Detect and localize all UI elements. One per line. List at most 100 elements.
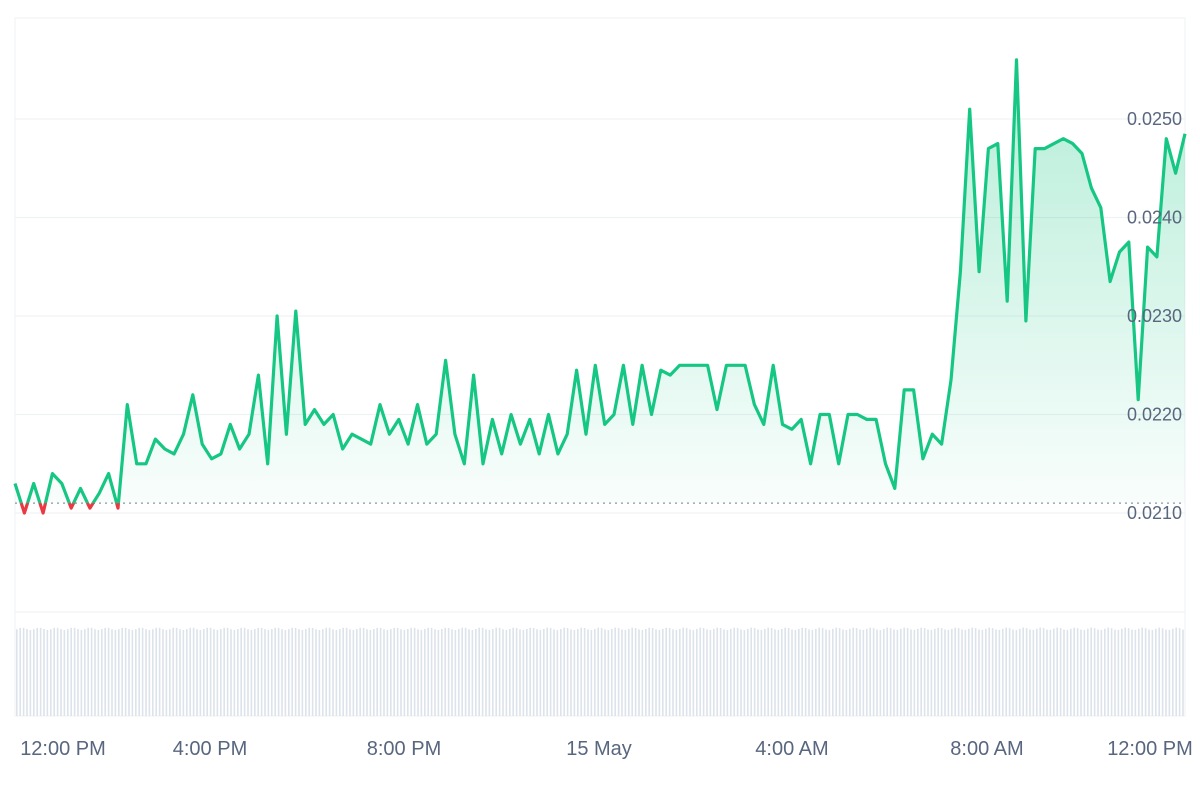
x-tick-label: 12:00 PM [20, 738, 106, 760]
volume-bar [56, 627, 59, 716]
volume-bar [107, 627, 110, 716]
volume-bar [604, 629, 606, 716]
volume-bar [84, 629, 86, 716]
volume-bar [247, 629, 249, 716]
price-point [1089, 186, 1093, 190]
price-point [69, 506, 73, 510]
price-point [331, 413, 335, 417]
volume-bar [764, 628, 766, 716]
volume-bar [192, 627, 195, 716]
x-tick-label: 15 May [566, 738, 632, 760]
price-point [135, 462, 139, 466]
price-point [22, 511, 26, 515]
volume-bar [730, 628, 732, 716]
volume-bar [1131, 629, 1133, 716]
volume-bar [532, 628, 535, 716]
price-point [50, 472, 54, 476]
volume-bar [50, 629, 52, 716]
volume-bar [1093, 628, 1096, 716]
volume-bar [879, 629, 882, 716]
volume-bar [944, 629, 946, 716]
volume-bar [770, 628, 773, 716]
volume-bar [753, 628, 756, 716]
price-point [593, 363, 597, 367]
price-point [706, 363, 710, 367]
price-point [172, 452, 176, 456]
volume-bar [22, 627, 25, 716]
volume-bar [206, 627, 208, 716]
volume-bar [621, 629, 623, 716]
volume-bar [379, 627, 382, 716]
volume-bar [328, 627, 331, 716]
volume-bar [1090, 627, 1092, 716]
volume-bar [611, 628, 613, 716]
volume-bar [216, 630, 219, 716]
volume-bar [607, 630, 610, 716]
volume-bar [1012, 629, 1014, 716]
volume-bar [560, 629, 562, 716]
price-point [912, 388, 916, 392]
volume-bar [1138, 628, 1140, 716]
volume-bar [672, 629, 674, 716]
price-point [303, 422, 307, 426]
volume-bar [794, 630, 797, 716]
volume-bar [1158, 627, 1160, 716]
price-point [668, 373, 672, 377]
price-point [884, 462, 888, 466]
volume-bar [859, 629, 861, 716]
price-point [1099, 206, 1103, 210]
price-point [949, 378, 953, 382]
volume-bar [430, 627, 433, 716]
volume-bar [1100, 629, 1103, 716]
volume-bar [1178, 628, 1181, 716]
volume-bar [1114, 629, 1116, 716]
volume-bar [175, 627, 178, 716]
volume-bar [594, 629, 596, 716]
price-point [97, 491, 101, 495]
volume-bar [203, 629, 205, 716]
volume-bar [243, 627, 246, 716]
price-point [1136, 398, 1140, 402]
volume-bar [1144, 628, 1147, 716]
volume-bar [692, 630, 695, 716]
volume-bar [77, 629, 79, 716]
volume-bar [464, 627, 467, 716]
volume-bar [291, 627, 293, 716]
volume-bar [342, 627, 344, 716]
volume-bar [356, 629, 358, 716]
volume-bar [1141, 627, 1143, 716]
volume-bar [128, 629, 130, 716]
volume-bar [369, 630, 372, 716]
volume-bar [80, 630, 83, 716]
volume-bar [906, 628, 909, 716]
volume-bar [675, 630, 678, 716]
price-point [715, 408, 719, 412]
volume-bar [104, 627, 106, 716]
volume-bar [784, 627, 786, 716]
volume-bar [573, 630, 576, 716]
volume-bar [638, 629, 640, 716]
volume-bar [733, 627, 735, 716]
volume-bar [417, 629, 419, 716]
volume-bar [842, 629, 844, 716]
volume-bar [1124, 627, 1126, 716]
volume-bar [1049, 629, 1052, 716]
price-point [696, 363, 700, 367]
volume-bar [651, 628, 654, 716]
volume-bar [988, 627, 990, 716]
volume-bar [362, 627, 365, 716]
price-point [472, 373, 476, 377]
volume-bar [1161, 628, 1164, 716]
volume-bar [951, 628, 953, 716]
volume-bar [1066, 629, 1069, 716]
price-point [41, 511, 45, 515]
price-point [827, 413, 831, 417]
volume-bar [964, 629, 967, 716]
volume-bar [791, 629, 793, 716]
volume-bar [424, 629, 426, 716]
volume-bar [226, 627, 229, 716]
volume-bar [978, 629, 980, 716]
volume-bar [383, 629, 385, 716]
volume-bar [1002, 628, 1004, 716]
